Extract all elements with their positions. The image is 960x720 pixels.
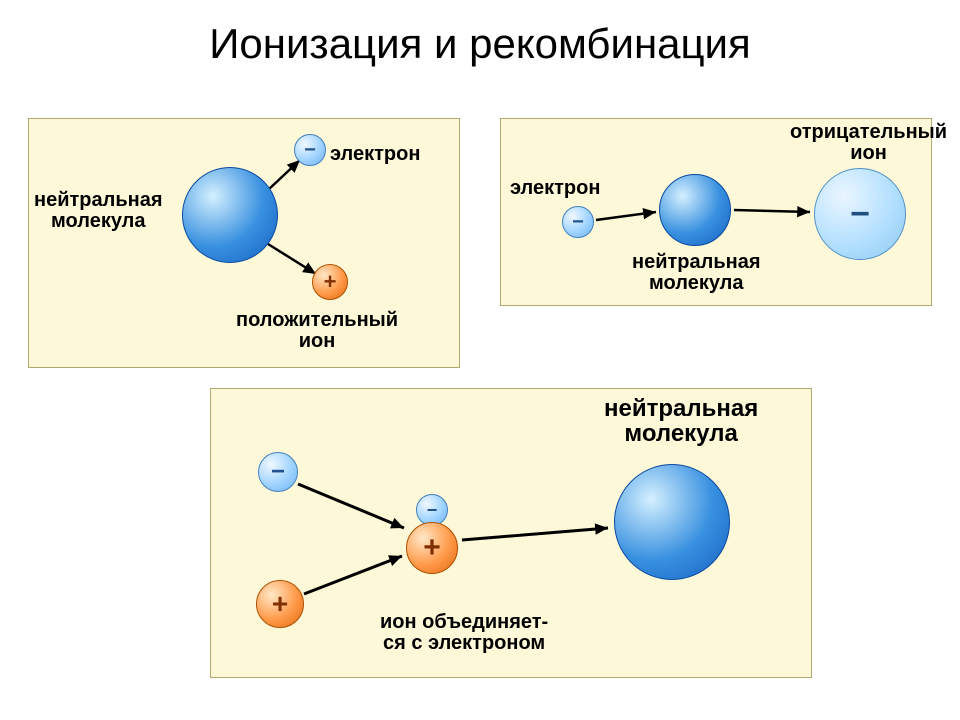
label-electron: электрон — [330, 144, 420, 165]
plus-symbol: + — [324, 271, 337, 293]
positive-ion-particle: + — [312, 264, 348, 300]
label-neutral-molecule-2: нейтральная молекула — [632, 252, 761, 294]
positive-ion-particle-2: + — [256, 580, 304, 628]
label-positive-ion: положительный ион — [236, 310, 398, 352]
label-ion-combines: ион объединяет- ся с электроном — [380, 612, 548, 654]
label-electron-2: электрон — [510, 178, 600, 199]
page-title: Ионизация и рекомбинация — [0, 20, 960, 68]
electron-particle: − — [294, 134, 326, 166]
neutral-molecule-particle-2 — [659, 174, 731, 246]
neutral-molecule-particle — [182, 167, 278, 263]
neutral-molecule-result — [614, 464, 730, 580]
minus-symbol: − — [271, 460, 285, 484]
label-negative-ion: отрицательный ион — [790, 122, 947, 164]
plus-symbol: + — [423, 533, 441, 563]
label-neutral-molecule: нейтральная молекула — [34, 190, 163, 232]
minus-symbol: − — [304, 140, 316, 160]
minus-symbol: − — [850, 197, 870, 231]
negative-ion-particle: − — [814, 168, 906, 260]
electron-particle-3: − — [258, 452, 298, 492]
plus-symbol: + — [272, 590, 288, 618]
electron-particle-2: − — [562, 206, 594, 238]
minus-symbol: − — [427, 501, 438, 519]
combined-positive: + — [406, 522, 458, 574]
minus-symbol: − — [572, 212, 584, 232]
label-neutral-result: нейтральная молекула — [604, 396, 758, 446]
